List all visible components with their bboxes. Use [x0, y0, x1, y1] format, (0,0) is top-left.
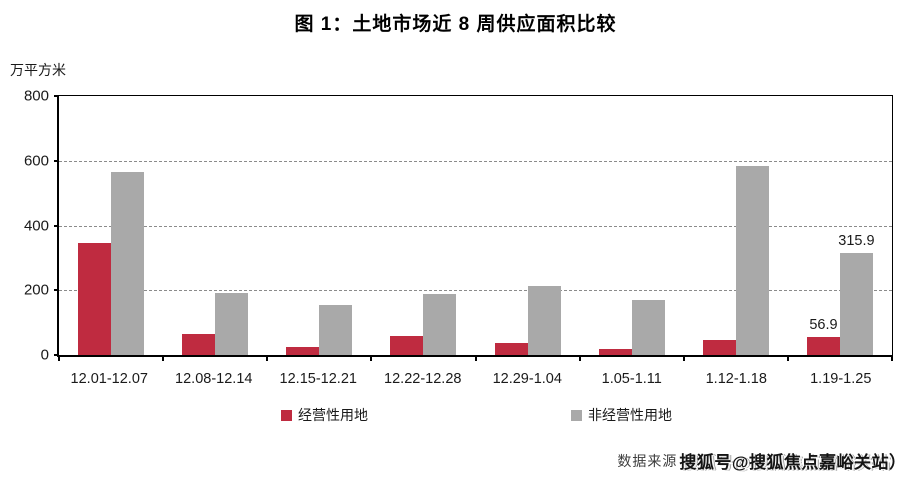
bar-非经营性用地-12.29-1.04	[527, 286, 561, 355]
bar-group-12.22-12.28	[371, 96, 475, 355]
legend-label-operational-land: 经营性用地	[298, 407, 368, 423]
bar-非经营性用地-1.12-1.18	[735, 165, 769, 355]
data-label-56.9: 56.9	[809, 316, 838, 333]
legend-swatch-gray	[571, 409, 582, 421]
x-axis-label-12.15-12.21: 12.15-12.21	[279, 371, 357, 387]
bar-group-1.19-1.25: 56.9 315.9	[788, 96, 892, 355]
x-axis-label-12.22-12.28: 12.22-12.28	[384, 371, 462, 387]
legend-item-non-operational-land: 非经营性用地	[571, 405, 672, 425]
legend-label-non-operational-land: 非经营性用地	[588, 407, 672, 423]
watermark-suffix: ）	[889, 453, 906, 472]
bar-group-12.29-1.04	[476, 96, 580, 355]
x-tick-mark-7	[786, 355, 789, 361]
x-axis-label-12.01-12.07: 12.01-12.07	[70, 371, 148, 387]
x-tick-mark-8	[891, 355, 893, 361]
watermark-text: 搜狐号@搜狐焦点嘉峪关站	[679, 453, 889, 472]
y-tick-mark-800	[54, 95, 59, 97]
bar-group-1.12-1.18	[684, 96, 788, 355]
source-prefix-text: 数据来源	[617, 452, 678, 469]
y-tick-mark-200	[54, 289, 59, 292]
y-tick-label-600: 600	[23, 152, 49, 170]
gridline-400	[59, 225, 892, 227]
bar-经营性用地-1.05-1.11	[598, 348, 632, 355]
legend-item-operational-land: 经营性用地	[281, 405, 368, 425]
x-tick-mark-2	[266, 355, 269, 361]
bars-layer: 56.9 315.9	[59, 96, 892, 355]
y-tick-mark-400	[54, 224, 59, 227]
x-tick-mark-3	[370, 355, 373, 361]
bar-经营性用地-12.08-12.14	[182, 333, 216, 355]
x-tick-mark-5	[578, 355, 581, 361]
bar-非经营性用地-12.22-12.28	[423, 294, 457, 355]
gridline-600	[59, 160, 892, 162]
y-tick-label-0: 0	[40, 346, 49, 364]
x-tick-mark-0	[58, 355, 60, 361]
y-axis-unit-label: 万平方米	[10, 62, 66, 78]
bar-非经营性用地-12.01-12.07	[111, 172, 145, 355]
plot-area: 56.9 315.9 0 200 400 600 800	[24, 88, 893, 364]
bar-经营性用地-12.01-12.07	[78, 243, 112, 355]
source-line: 数据来源 搜狐号@搜狐焦点嘉峪关站 ）	[617, 448, 906, 473]
y-tick-label-800: 800	[23, 87, 49, 105]
gridline-200	[59, 290, 892, 292]
x-axis-label-1.05-1.11: 1.05-1.11	[601, 371, 662, 387]
bar-非经营性用地-1.05-1.11	[631, 299, 665, 355]
bar-经营性用地-12.15-12.21	[286, 347, 320, 355]
bar-group-12.15-12.21	[267, 96, 371, 355]
gridlines-layer	[59, 96, 892, 355]
x-tick-mark-6	[682, 355, 685, 361]
y-tick-mark-600	[54, 159, 59, 162]
x-tick-mark-4	[474, 355, 477, 361]
chart-title: 图 1：土地市场近 8 周供应面积比较	[294, 14, 617, 35]
data-label-315.9: 315.9	[838, 232, 875, 249]
bar-经营性用地-1.19-1.25: 56.9	[806, 317, 840, 355]
legend: 经营性用地 非经营性用地	[0, 405, 911, 427]
bar-非经营性用地-1.19-1.25: 315.9	[838, 233, 875, 355]
bar-group-1.05-1.11	[580, 96, 684, 355]
bar-经营性用地-1.12-1.18	[702, 340, 736, 355]
bar-经营性用地-12.22-12.28	[390, 335, 424, 355]
bar-group-12.01-12.07	[59, 96, 163, 355]
x-axis-label-12.29-1.04: 12.29-1.04	[492, 371, 562, 387]
x-axis-labels: 12.01-12.07 12.08-12.14 12.15-12.21 12.22-1…	[57, 371, 893, 387]
bar-非经营性用地-12.08-12.14	[215, 292, 249, 355]
bar-非经营性用地-12.15-12.21	[319, 304, 353, 355]
legend-swatch-red	[281, 409, 292, 421]
y-tick-label-200: 200	[23, 281, 49, 299]
x-axis-label-12.08-12.14: 12.08-12.14	[175, 371, 253, 387]
y-tick-mark-0	[54, 354, 59, 356]
x-axis-label-1.12-1.18: 1.12-1.18	[705, 371, 767, 387]
bar-经营性用地-12.29-1.04	[494, 343, 528, 355]
y-tick-label-400: 400	[23, 217, 49, 234]
x-tick-mark-1	[162, 355, 165, 361]
x-axis-label-1.19-1.25: 1.19-1.25	[810, 371, 872, 387]
bar-group-12.08-12.14	[163, 96, 267, 355]
